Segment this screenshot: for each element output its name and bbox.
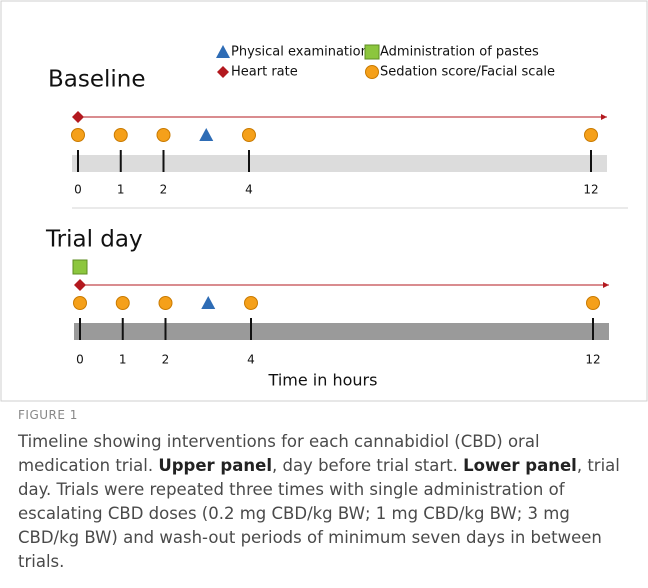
triangle-marker: [216, 45, 230, 58]
circle-marker: [71, 128, 85, 142]
diamond-marker: [217, 66, 229, 78]
diamond-marker: [74, 279, 86, 291]
circle-marker: [73, 296, 87, 310]
tick-label: 2: [162, 353, 170, 367]
tick-label: 0: [76, 353, 84, 367]
circle-marker: [244, 296, 258, 310]
tick-label: 2: [160, 183, 168, 197]
caption: Timeline showing interventions for each …: [18, 430, 630, 574]
tick-label: 4: [245, 183, 253, 197]
figure-frame: [0, 0, 648, 402]
caption-text: , trial day. Trials were repeated three …: [18, 456, 620, 571]
circle-marker: [113, 128, 128, 142]
caption-text: Timeline showing interventions for each …: [18, 432, 540, 475]
caption-text: Upper panel: [158, 456, 272, 475]
circle-marker: [586, 296, 600, 310]
circle-marker: [242, 128, 256, 142]
legend-label: Heart rate: [231, 65, 298, 80]
square-marker: [364, 44, 380, 60]
legend-label: Physical examination: [231, 45, 369, 60]
tick-label: 12: [583, 183, 598, 197]
arrow-head: [603, 282, 609, 288]
tick-label: 12: [585, 353, 600, 367]
panel-title: Trial day: [45, 227, 143, 253]
diamond-marker: [72, 111, 84, 123]
timeline-bar: [72, 155, 607, 172]
figure: Time in hours Physical examination Heart …: [0, 0, 648, 402]
tick-label: 1: [117, 183, 125, 197]
legend-label: Sedation score/Facial scale: [380, 65, 555, 80]
square-marker: [72, 259, 88, 275]
circle-marker: [156, 128, 171, 142]
circle-marker: [158, 296, 173, 310]
tick-label: 0: [74, 183, 82, 197]
caption-label: FIGURE 1: [18, 408, 78, 422]
x-label: Time in hours: [268, 371, 378, 390]
triangle-marker: [201, 296, 216, 309]
circle-marker: [584, 128, 598, 142]
circle-marker: [365, 65, 379, 79]
tick-label: 4: [247, 353, 255, 367]
caption-text: Lower panel: [463, 456, 577, 475]
arrow-head: [601, 114, 607, 120]
triangle-marker: [199, 128, 214, 141]
circle-marker: [115, 296, 130, 310]
caption-text: , day before trial start.: [271, 456, 464, 475]
legend-label: Administration of pastes: [380, 45, 539, 60]
panel-title: Baseline: [48, 67, 146, 93]
timeline-bar: [74, 323, 609, 340]
tick-label: 1: [119, 353, 127, 367]
